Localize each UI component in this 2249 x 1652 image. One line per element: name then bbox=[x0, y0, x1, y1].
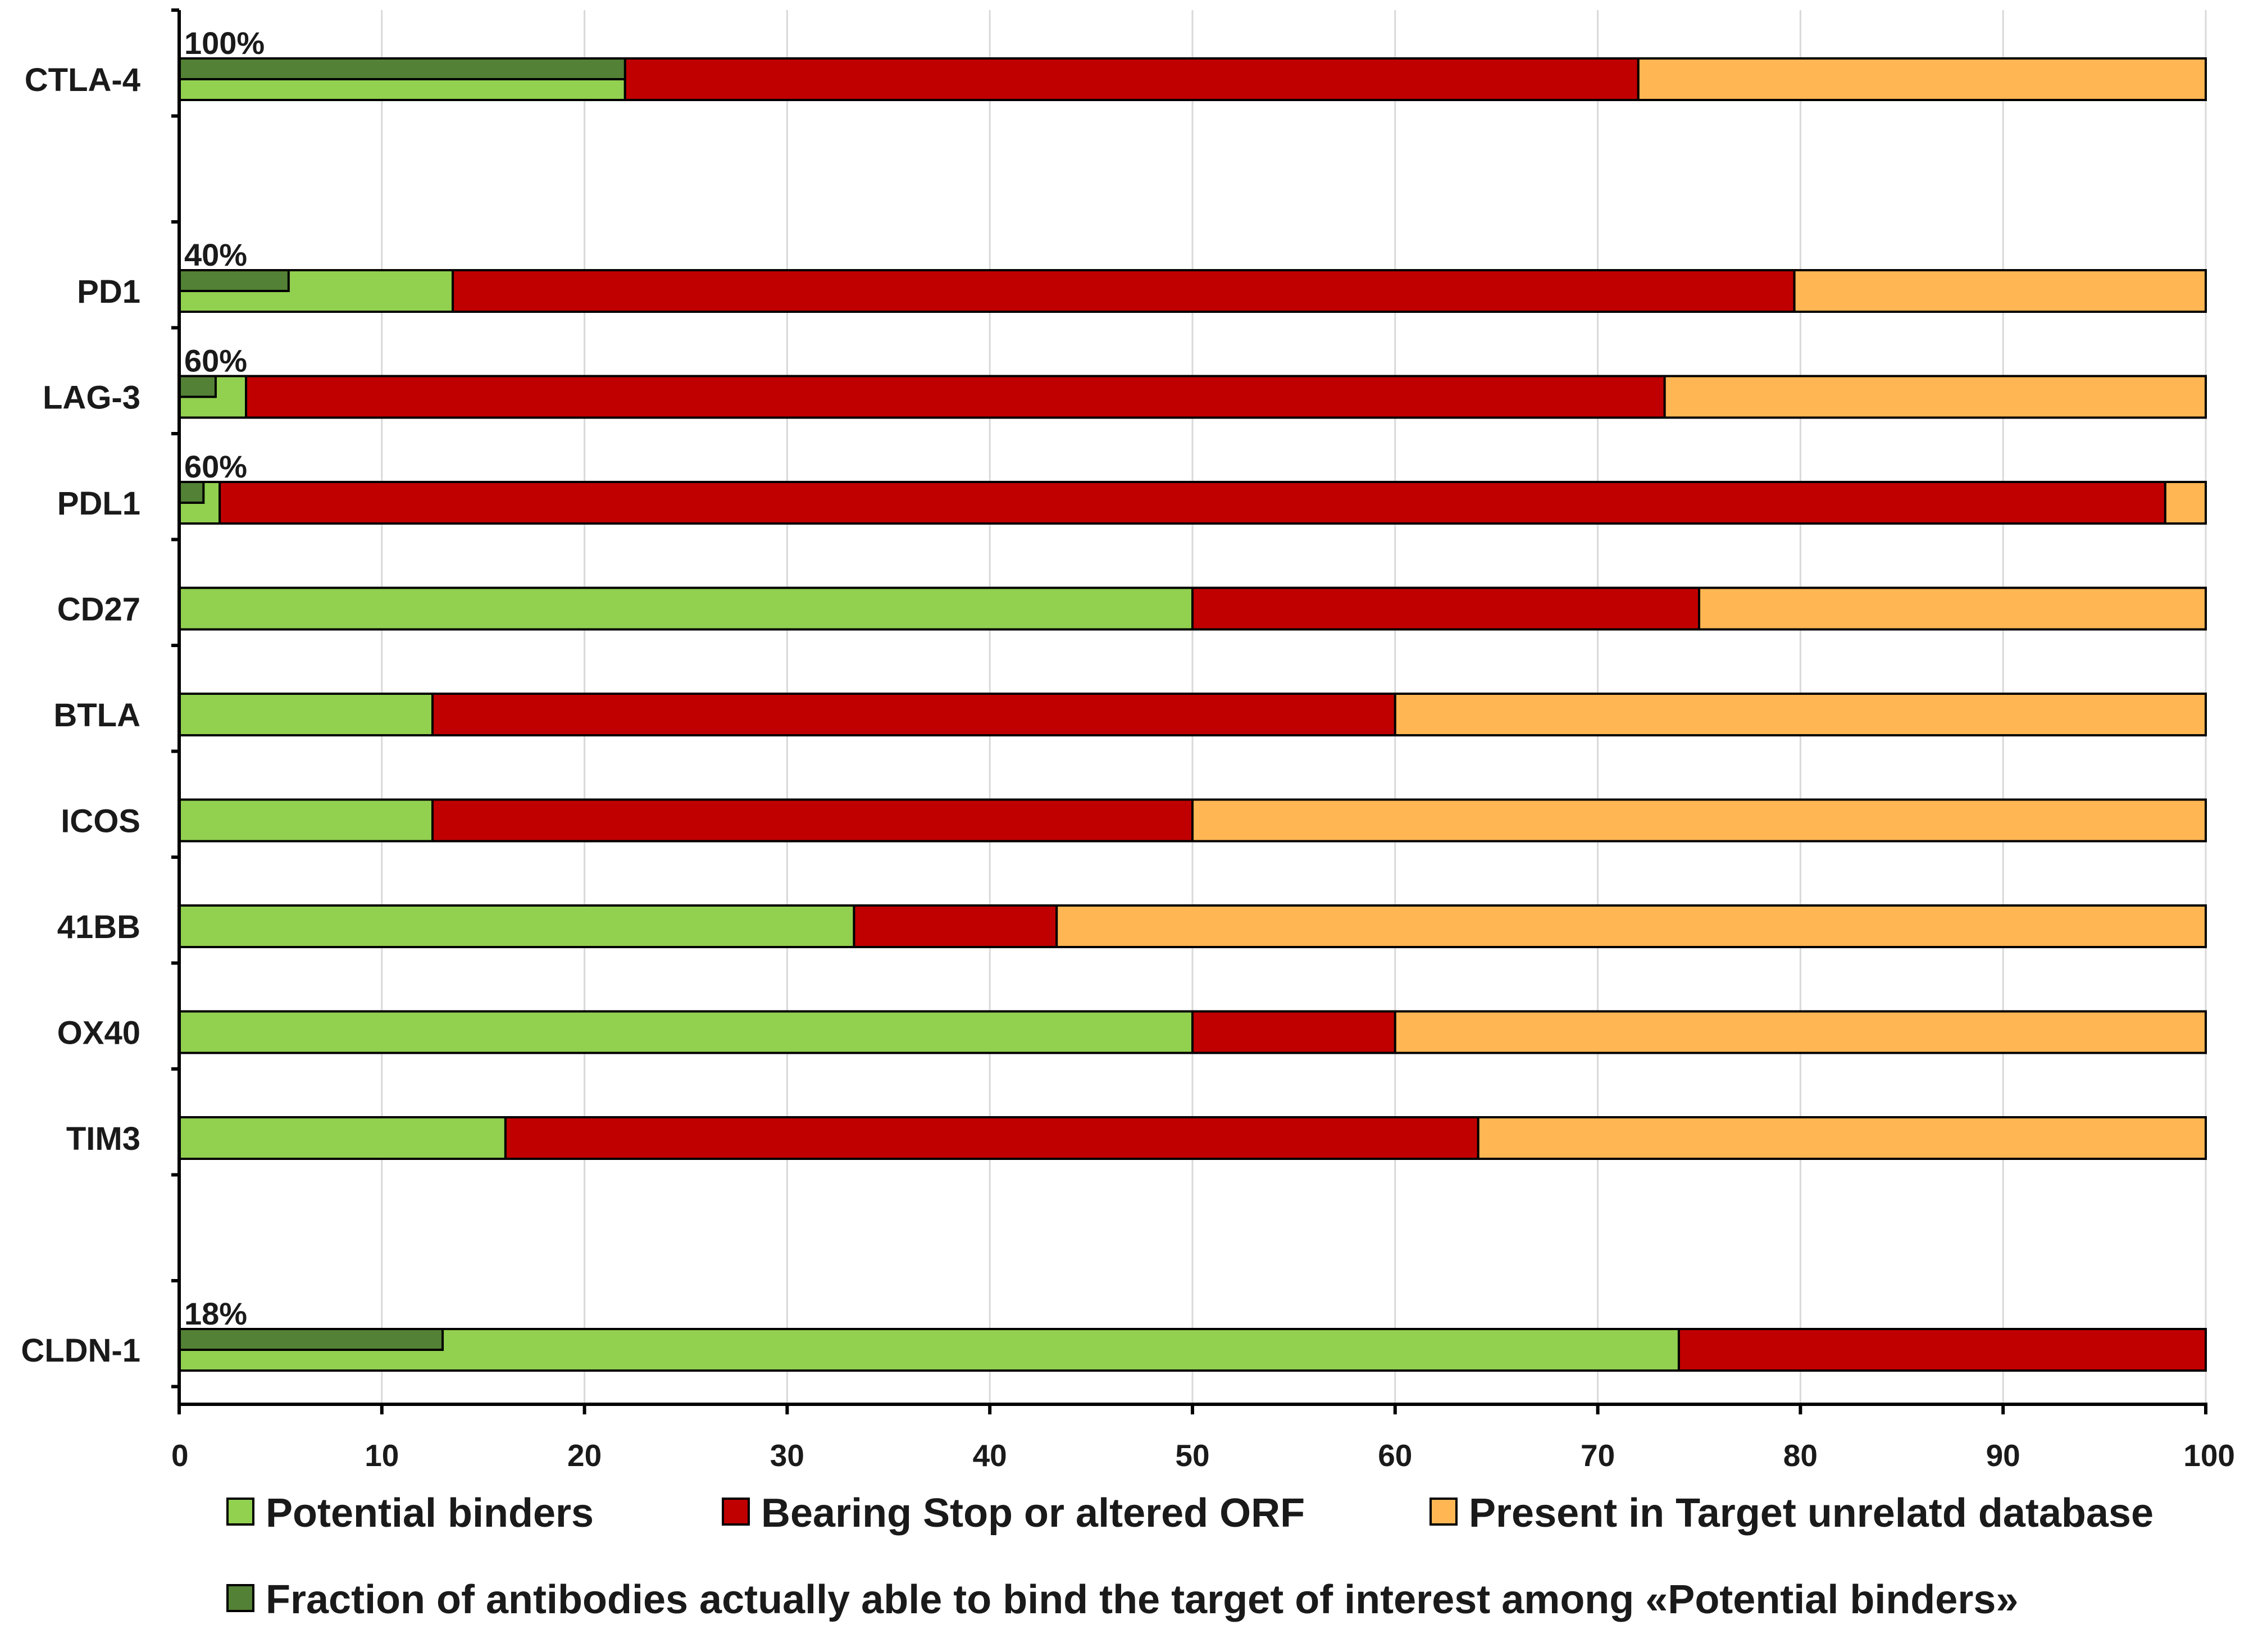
bar-icos-potential bbox=[178, 798, 434, 843]
fraction-label-ctla-4: 100% bbox=[184, 25, 265, 61]
category-label-icos: ICOS bbox=[61, 803, 140, 840]
legend-swatch-unrelated bbox=[1429, 1498, 1458, 1526]
bar-tim3-unrelated bbox=[1477, 1116, 2207, 1160]
bars bbox=[178, 57, 2207, 1372]
bar-cldn-1-stop bbox=[1677, 1328, 2207, 1372]
bar-btla-potential bbox=[178, 693, 434, 736]
x-tick-label-30: 30 bbox=[770, 1438, 804, 1473]
legend-label-unrelated: Present in Target unrelatd database bbox=[1469, 1491, 2154, 1536]
category-label-pd1: PD1 bbox=[77, 274, 140, 310]
bar-cldn-1-fraction bbox=[178, 1328, 444, 1351]
axes: 0 10 20 30 40 50 60 70 80 90 100 bbox=[171, 8, 2235, 1473]
category-label-cldn-1: CLDN-1 bbox=[21, 1332, 140, 1369]
bar-pd1-unrelated bbox=[1793, 269, 2207, 313]
fraction-label-cldn-1: 18% bbox=[184, 1296, 247, 1331]
bar-pd1-fraction bbox=[178, 269, 290, 292]
legend-label-potential: Potential binders bbox=[266, 1491, 594, 1536]
legend-swatch-stop bbox=[722, 1498, 750, 1526]
category-label-41bb: 41BB bbox=[57, 909, 140, 945]
category-label-btla: BTLA bbox=[53, 697, 140, 734]
bar-btla-unrelated bbox=[1394, 693, 2207, 736]
legend: Potential binders Bearing Stop or altered… bbox=[226, 1491, 2154, 1622]
bar-41bb-stop bbox=[853, 904, 1058, 948]
x-tick-label-60: 60 bbox=[1378, 1438, 1412, 1473]
bar-ox40-stop bbox=[1191, 1010, 1396, 1054]
x-tick-label-70: 70 bbox=[1581, 1438, 1615, 1473]
bar-ctla-4-fraction bbox=[178, 57, 626, 80]
bar-ox40-potential bbox=[178, 1010, 1194, 1054]
bar-pdl1-fraction bbox=[178, 481, 205, 504]
legend-swatch-fraction bbox=[226, 1584, 254, 1612]
bar-cd27-potential bbox=[178, 586, 1194, 631]
bar-ox40-unrelated bbox=[1394, 1010, 2207, 1054]
x-tick-label-10: 10 bbox=[365, 1438, 399, 1473]
bar-icos-unrelated bbox=[1191, 798, 2207, 843]
bar-pdl1-unrelated bbox=[2164, 481, 2207, 525]
bar-tim3-stop bbox=[504, 1116, 1479, 1160]
bar-pd1-stop bbox=[452, 269, 1796, 313]
bar-41bb-unrelated bbox=[1055, 904, 2207, 948]
bar-pdl1-stop bbox=[218, 481, 2166, 525]
x-tick-label-80: 80 bbox=[1783, 1438, 1818, 1473]
fraction-label-pdl1: 60% bbox=[184, 449, 247, 484]
bar-tim3-potential bbox=[178, 1116, 507, 1160]
labels: 100% CTLA-4 40% PD1 60% LAG-3 60% PDL1 CD27 BTLA I… bbox=[21, 25, 265, 1369]
bar-cd27-unrelated bbox=[1698, 586, 2207, 631]
legend-swatch-potential bbox=[226, 1498, 254, 1526]
category-label-lag-3: LAG-3 bbox=[43, 380, 140, 416]
bar-ctla-4-stop bbox=[623, 57, 1640, 101]
x-tick-label-90: 90 bbox=[1986, 1438, 2020, 1473]
bar-lag-3-fraction bbox=[178, 375, 217, 398]
fraction-label-lag-3: 60% bbox=[184, 343, 247, 379]
bar-ctla-4-unrelated bbox=[1637, 57, 2207, 101]
fraction-label-pd1: 40% bbox=[184, 237, 247, 272]
x-tick-label-20: 20 bbox=[567, 1438, 602, 1473]
category-label-cd27: CD27 bbox=[57, 591, 140, 628]
x-tick-label-50: 50 bbox=[1175, 1438, 1209, 1473]
legend-label-stop: Bearing Stop or altered ORF bbox=[761, 1491, 1305, 1536]
category-label-ctla-4: CTLA-4 bbox=[25, 62, 140, 98]
legend-label-fraction: Fraction of antibodies actually able to … bbox=[266, 1577, 2018, 1622]
x-tick-label-0: 0 bbox=[171, 1438, 189, 1473]
bar-btla-stop bbox=[431, 693, 1396, 736]
bar-cd27-stop bbox=[1191, 586, 1700, 631]
bar-lag-3-stop bbox=[245, 375, 1666, 419]
bar-lag-3-unrelated bbox=[1663, 375, 2207, 419]
category-label-tim3: TIM3 bbox=[66, 1121, 140, 1157]
bar-41bb-potential bbox=[178, 904, 855, 948]
category-label-ox40: OX40 bbox=[57, 1015, 140, 1052]
bar-icos-stop bbox=[431, 798, 1194, 843]
x-tick-label-100: 100 bbox=[2183, 1438, 2235, 1473]
x-tick-label-40: 40 bbox=[973, 1438, 1007, 1473]
category-label-pdl1: PDL1 bbox=[57, 485, 140, 522]
